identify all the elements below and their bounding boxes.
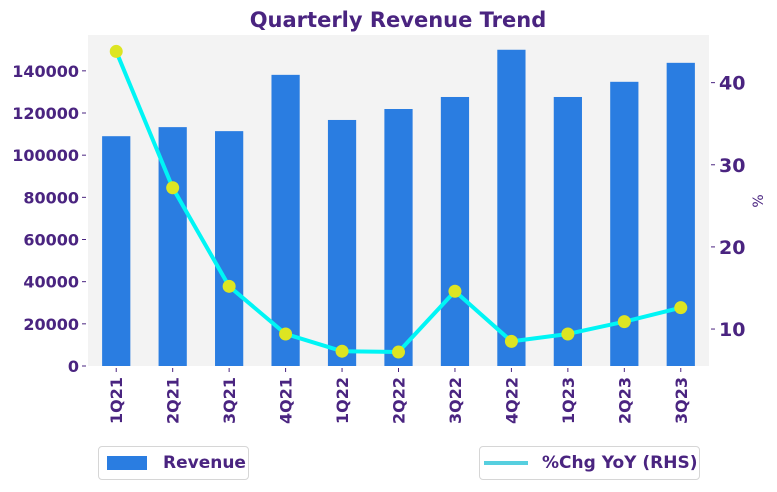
x-tick-label: 2Q22	[390, 377, 409, 424]
yoy-point-1Q23	[561, 327, 575, 341]
legend-line-swatch	[484, 461, 528, 465]
bar-3Q23	[666, 62, 695, 367]
y-tick-label: 140000	[12, 62, 79, 81]
yoy-point-4Q22	[504, 334, 518, 348]
x-tick-label: 1Q21	[107, 377, 126, 424]
chart-title: Quarterly Revenue Trend	[250, 8, 547, 32]
bar-1Q22	[327, 119, 357, 367]
x-tick-label: 2Q23	[615, 377, 634, 424]
x-tick-label: 3Q22	[446, 377, 465, 424]
x-tick-label: 2Q21	[164, 377, 183, 424]
y2-tick-label: 40	[719, 73, 745, 95]
y-tick-label: 100000	[12, 146, 79, 165]
yoy-point-3Q21	[222, 279, 236, 293]
legend-yoy-label: %Chg YoY (RHS)	[542, 453, 698, 473]
bar-3Q21	[215, 131, 244, 366]
bar-2Q22	[384, 109, 413, 366]
x-tick-label: 3Q21	[220, 377, 239, 424]
bar-3Q22	[440, 96, 470, 367]
bar-4Q21	[271, 74, 300, 366]
x-tick-label: 4Q21	[277, 377, 296, 424]
line-series	[109, 44, 688, 359]
y-tick-label: 60000	[23, 231, 79, 250]
y-tick-label: 80000	[23, 188, 79, 207]
legend-revenue-label: Revenue	[163, 453, 246, 473]
legend-revenue: Revenue	[98, 446, 249, 480]
yoy-point-1Q22	[335, 344, 349, 358]
x-tick-label: 1Q23	[559, 377, 578, 424]
y2-axis-label: %	[751, 194, 767, 207]
bar-series	[102, 49, 695, 367]
x-axis: 1Q21 2Q21 3Q21 4Q21 1Q22 2Q22 3Q22 4Q22 1Q23 2Q23…	[107, 368, 691, 424]
y2-tick-label: 20	[719, 237, 745, 259]
yoy-point-1Q21	[109, 44, 123, 58]
yoy-point-3Q22	[448, 284, 462, 298]
bar-4Q22	[497, 49, 526, 366]
bar-1Q23	[553, 96, 582, 367]
legend-bar-swatch	[107, 456, 147, 470]
yoy-point-2Q23	[617, 315, 631, 329]
yoy-point-2Q21	[166, 181, 180, 195]
bar-1Q21	[102, 136, 131, 366]
y-axis-left: 0 20000 40000 60000 80000 100000 120000 140000	[12, 62, 86, 376]
chart: Quarterly Revenue Trend 0 20000 40000 60000…	[12, 8, 767, 424]
yoy-point-3Q23	[674, 301, 688, 315]
x-tick-label: 4Q22	[502, 377, 521, 424]
x-tick-label: 3Q23	[672, 377, 691, 424]
y-tick-label: 40000	[23, 273, 79, 292]
y-tick-label: 120000	[12, 104, 79, 123]
y-tick-label: 0	[68, 357, 79, 376]
y2-tick-label: 10	[719, 319, 745, 341]
yoy-point-2Q22	[392, 345, 405, 359]
yoy-point-4Q21	[279, 327, 293, 341]
y-tick-label: 20000	[23, 315, 79, 334]
legend-yoy: %Chg YoY (RHS)	[479, 446, 700, 480]
y-axis-right: 10 20 30 40	[711, 73, 745, 341]
x-tick-label: 1Q22	[333, 377, 352, 424]
y2-tick-label: 30	[719, 155, 745, 177]
